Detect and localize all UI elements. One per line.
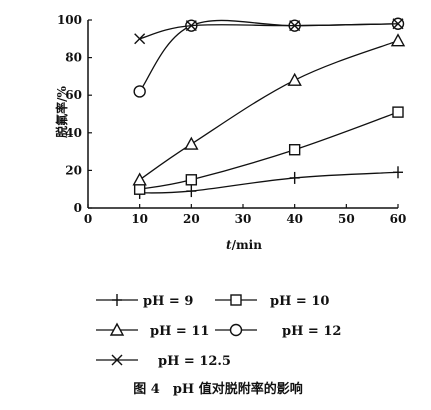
legend-entry-square: pH = 10 <box>215 294 329 309</box>
legend-entry-plus: pH = 9 <box>96 294 193 309</box>
series-cross <box>134 18 404 45</box>
data-point-plus <box>186 185 197 198</box>
legend-marker-plus <box>112 294 122 306</box>
data-point-cross <box>289 20 301 32</box>
y-tick-label: 40 <box>65 126 82 140</box>
y-tick-label: 20 <box>65 163 82 177</box>
legend-label: pH = 10 <box>270 294 329 309</box>
series-plus <box>134 166 403 199</box>
x-axis-label-unit: /min <box>232 238 263 252</box>
y-axis-label: 脱氟率/% <box>54 86 69 138</box>
x-tick-label: 50 <box>338 212 355 226</box>
x-tick-label: 30 <box>235 212 252 226</box>
chart-ticks: 0 20 40 60 80 100 0 10 20 30 40 50 60 <box>57 13 406 226</box>
legend-label: pH = 9 <box>143 294 193 309</box>
legend-entry-triangle: pH = 11 <box>96 322 209 339</box>
data-point-circle <box>133 85 146 98</box>
data-point-cross <box>134 33 146 45</box>
y-tick-label: 80 <box>65 51 82 65</box>
chart-series <box>132 17 406 199</box>
data-point-triangle <box>287 72 302 86</box>
data-point-square <box>392 106 404 118</box>
series-line-circle <box>139 19 399 92</box>
data-point-triangle <box>132 172 147 186</box>
chart-legend: pH = 9 pH = 10 pH = 11 pH = 12 pH = 12.5 <box>96 294 341 369</box>
legend-entry-cross: pH = 12.5 <box>96 354 231 369</box>
series-line-triangle <box>139 40 399 181</box>
legend-label: pH = 12 <box>282 324 341 339</box>
data-point-triangle <box>184 136 199 150</box>
series-circle <box>133 17 405 98</box>
x-axis-label-variable: t <box>226 238 232 252</box>
x-axis-label: t/min <box>226 238 262 252</box>
series-line-square <box>139 111 399 190</box>
x-tick-label: 10 <box>131 212 148 226</box>
data-point-triangle <box>390 33 406 47</box>
data-point-plus <box>289 171 300 184</box>
series-line-cross <box>139 23 399 40</box>
data-point-square <box>288 144 301 156</box>
legend-marker-triangle <box>109 322 125 336</box>
series-square <box>133 106 404 195</box>
chart-axes <box>87 20 398 209</box>
data-point-cross <box>185 20 197 32</box>
legend-label: pH = 11 <box>150 324 209 339</box>
figure-caption: 图 4 pH 值对脱附率的影响 <box>133 381 302 397</box>
y-tick-label: 100 <box>57 13 82 27</box>
y-tick-label: 60 <box>65 88 82 102</box>
legend-label: pH = 12.5 <box>158 354 231 369</box>
data-point-square <box>133 183 146 195</box>
data-point-cross <box>392 18 404 30</box>
x-tick-label: 40 <box>286 212 303 226</box>
legend-marker-circle <box>229 323 243 337</box>
series-triangle <box>132 33 406 186</box>
legend-marker-square <box>230 294 242 306</box>
y-tick-label: 0 <box>74 201 82 215</box>
x-tick-label: 60 <box>390 212 407 226</box>
data-point-plus <box>393 166 403 179</box>
legend-marker-cross <box>111 354 123 366</box>
series-line-plus <box>139 171 399 194</box>
x-tick-label: 0 <box>84 212 92 226</box>
data-point-square <box>185 174 198 186</box>
x-tick-label: 20 <box>183 212 200 226</box>
legend-entry-circle: pH = 12 <box>215 323 341 339</box>
